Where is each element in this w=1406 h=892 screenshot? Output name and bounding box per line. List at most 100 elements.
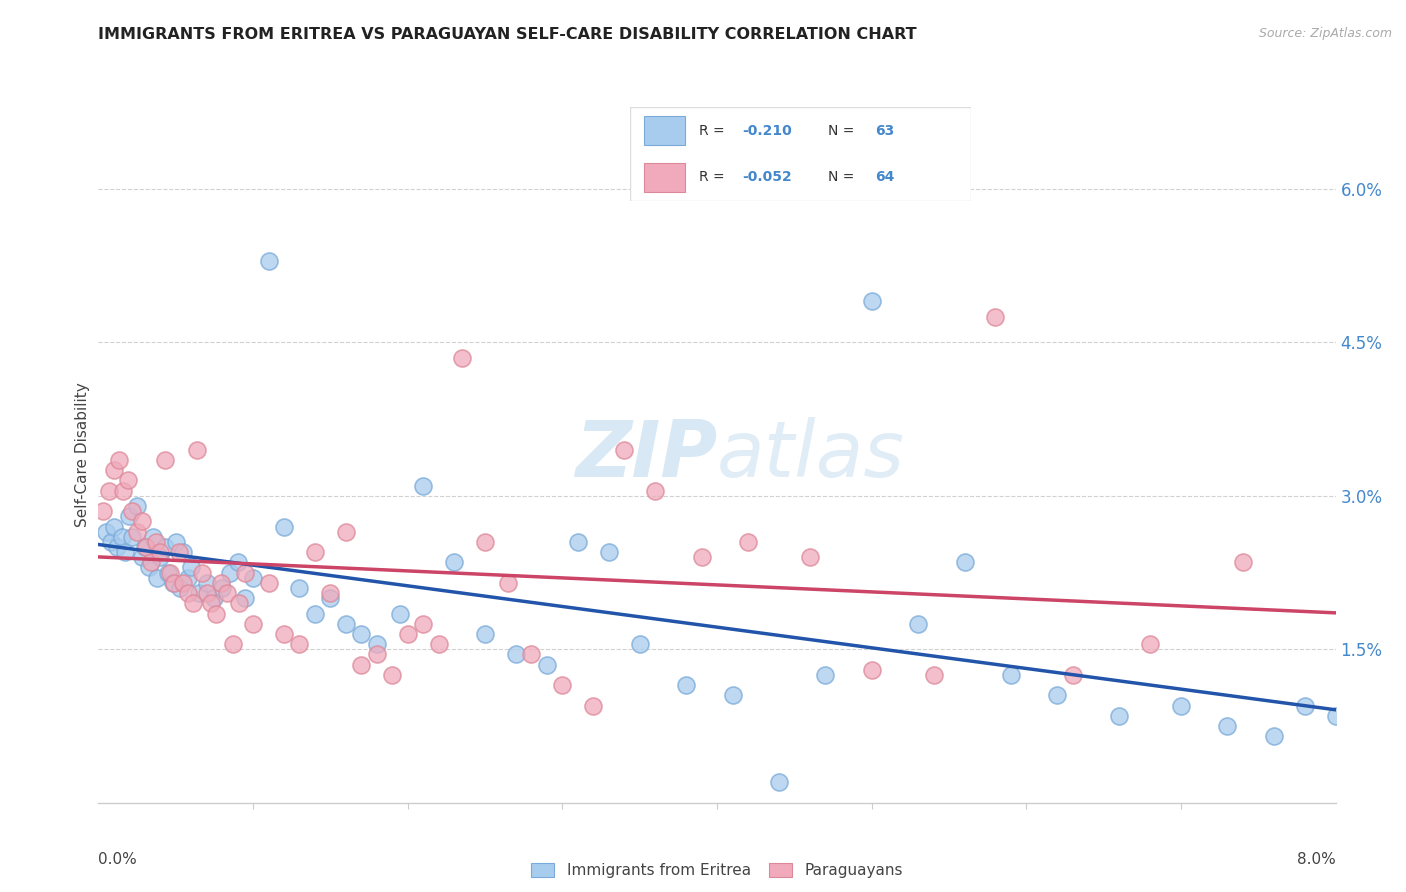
Point [644, 483, 666, 498]
Point [91, 504, 114, 518]
Point [118, 509, 141, 524]
Point [628, 637, 651, 651]
Point [112, 483, 135, 498]
Point [165, 535, 187, 549]
Point [105, 540, 128, 554]
Point [103, 519, 125, 533]
Point [551, 678, 574, 692]
Point [135, 540, 157, 554]
Point [335, 524, 357, 539]
Point [1263, 729, 1285, 743]
Point [188, 586, 211, 600]
Point [153, 453, 176, 467]
Point [191, 566, 214, 580]
Point [205, 607, 228, 621]
Point [582, 698, 605, 713]
Point [273, 519, 295, 533]
Point [721, 689, 744, 703]
Point [114, 545, 136, 559]
Point [1108, 708, 1130, 723]
Text: 0.0%: 0.0% [98, 852, 138, 866]
Point [675, 678, 697, 692]
Point [1170, 698, 1192, 713]
Point [922, 668, 945, 682]
Point [273, 627, 295, 641]
Point [127, 499, 149, 513]
Point [177, 571, 200, 585]
Y-axis label: Self-Care Disability: Self-Care Disability [75, 383, 90, 527]
Text: ZIP: ZIP [575, 417, 717, 493]
Point [474, 627, 496, 641]
Point [226, 555, 249, 569]
Point [162, 575, 184, 590]
Point [907, 616, 929, 631]
Point [111, 530, 134, 544]
Point [1139, 637, 1161, 651]
Point [598, 545, 620, 559]
Point [366, 637, 388, 651]
Point [319, 586, 342, 600]
Point [117, 474, 139, 488]
Point [350, 627, 373, 641]
Point [288, 581, 311, 595]
Point [195, 586, 218, 600]
Point [505, 648, 527, 662]
Point [219, 566, 242, 580]
Point [1046, 689, 1069, 703]
Point [567, 535, 589, 549]
Point [157, 566, 180, 580]
Point [984, 310, 1007, 324]
Point [304, 607, 326, 621]
Point [211, 581, 233, 595]
Text: 8.0%: 8.0% [1296, 852, 1336, 866]
Point [173, 545, 195, 559]
Point [200, 596, 222, 610]
Point [127, 524, 149, 539]
Point [381, 668, 404, 682]
Legend: Immigrants from Eritrea, Paraguayans: Immigrants from Eritrea, Paraguayans [524, 855, 910, 886]
Point [139, 555, 162, 569]
Point [427, 637, 450, 651]
Point [319, 591, 342, 606]
Point [209, 575, 232, 590]
Point [860, 294, 883, 309]
Point [169, 581, 191, 595]
Point [153, 540, 176, 554]
Point [96, 524, 118, 539]
Point [257, 575, 280, 590]
Point [242, 616, 264, 631]
Point [953, 555, 976, 569]
Point [1000, 668, 1022, 682]
Point [799, 550, 821, 565]
Point [451, 351, 474, 365]
Point [498, 575, 520, 590]
Point [335, 616, 357, 631]
Point [204, 591, 226, 606]
Point [520, 648, 543, 662]
Point [737, 535, 759, 549]
Point [186, 442, 208, 457]
Point [814, 668, 837, 682]
Point [613, 442, 636, 457]
Point [1324, 708, 1347, 723]
Point [690, 550, 713, 565]
Point [180, 560, 202, 574]
Point [242, 571, 264, 585]
Point [215, 586, 238, 600]
Point [366, 648, 388, 662]
Point [257, 253, 280, 268]
Point [1216, 719, 1239, 733]
Point [146, 571, 169, 585]
Point [1294, 698, 1316, 713]
Point [222, 637, 245, 651]
Point [138, 560, 160, 574]
Point [145, 535, 167, 549]
Text: Source: ZipAtlas.com: Source: ZipAtlas.com [1258, 27, 1392, 40]
Point [536, 657, 558, 672]
Point [121, 530, 143, 544]
Point [235, 591, 257, 606]
Point [177, 586, 200, 600]
Point [173, 575, 195, 590]
Point [412, 616, 434, 631]
Point [134, 540, 156, 554]
